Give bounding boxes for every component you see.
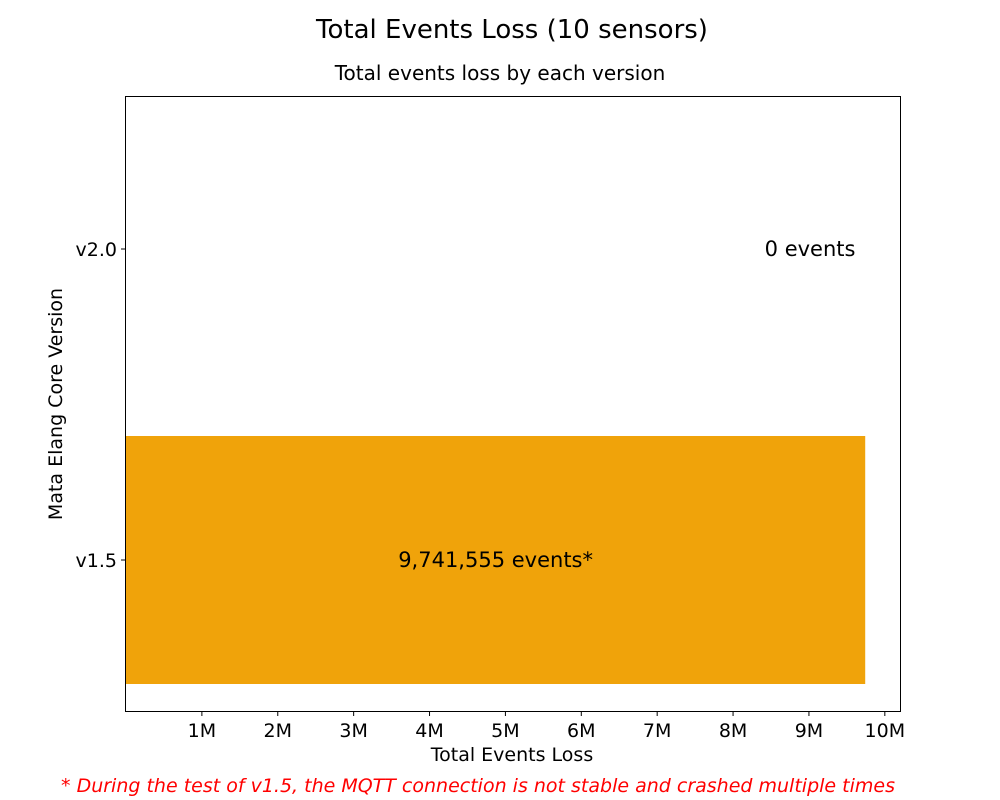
x-tick-label-9M: 9M (795, 720, 823, 742)
footnote: * During the test of v1.5, the MQTT conn… (61, 775, 895, 797)
chart-title: Total Events Loss (10 sensors) (315, 15, 708, 45)
x-tick-label-4M: 4M (415, 720, 443, 742)
y-axis: v1.5 v2.0 (76, 239, 126, 572)
data-label-v2.0: 0 events (765, 237, 856, 261)
bar-v1.5 (126, 436, 866, 684)
y-tick-label-v2.0: v2.0 (76, 239, 117, 261)
x-axis-label: Total Events Loss (430, 744, 593, 766)
x-tick-label-10M: 10M (865, 720, 906, 742)
x-tick-label-8M: 8M (719, 720, 747, 742)
x-tick-label-7M: 7M (643, 720, 671, 742)
x-axis: 1M 2M 3M 4M 5M 6M 7M 8M 9M 10M (188, 711, 905, 742)
chart-subtitle: Total events loss by each version (334, 61, 666, 85)
y-axis-label: Mata Elang Core Version (45, 288, 67, 520)
x-tick-label-5M: 5M (491, 720, 519, 742)
x-tick-label-3M: 3M (339, 720, 367, 742)
plot-frame (125, 96, 901, 712)
bars-layer (126, 436, 866, 684)
data-label-v1.5: 9,741,555 events* (398, 548, 593, 572)
x-tick-label-1M: 1M (188, 720, 216, 742)
x-tick-label-2M: 2M (264, 720, 292, 742)
x-tick-label-6M: 6M (567, 720, 595, 742)
y-tick-label-v1.5: v1.5 (76, 550, 117, 572)
data-labels-layer: 9,741,555 events* 0 events (398, 237, 855, 572)
